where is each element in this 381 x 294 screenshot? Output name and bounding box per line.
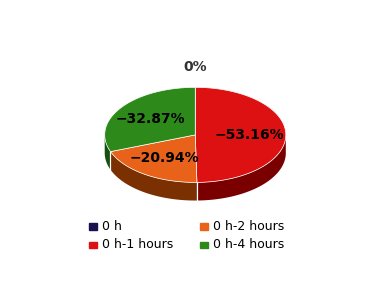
Polygon shape [195, 87, 286, 182]
Bar [200, 241, 208, 248]
Bar [89, 241, 98, 248]
Text: 0 h-2 hours: 0 h-2 hours [213, 220, 284, 233]
Text: 0 h: 0 h [102, 220, 122, 233]
Polygon shape [105, 135, 110, 170]
Text: 0%: 0% [184, 60, 207, 74]
Text: −20.94%: −20.94% [130, 151, 200, 166]
Text: −32.87%: −32.87% [116, 112, 186, 126]
Polygon shape [110, 135, 197, 182]
Polygon shape [110, 152, 197, 201]
Text: −53.16%: −53.16% [215, 128, 284, 142]
Bar [200, 223, 208, 230]
Polygon shape [197, 136, 286, 201]
Text: 0 h-4 hours: 0 h-4 hours [213, 238, 284, 251]
Bar [89, 223, 98, 230]
Polygon shape [105, 87, 195, 152]
Text: 0 h-1 hours: 0 h-1 hours [102, 238, 173, 251]
